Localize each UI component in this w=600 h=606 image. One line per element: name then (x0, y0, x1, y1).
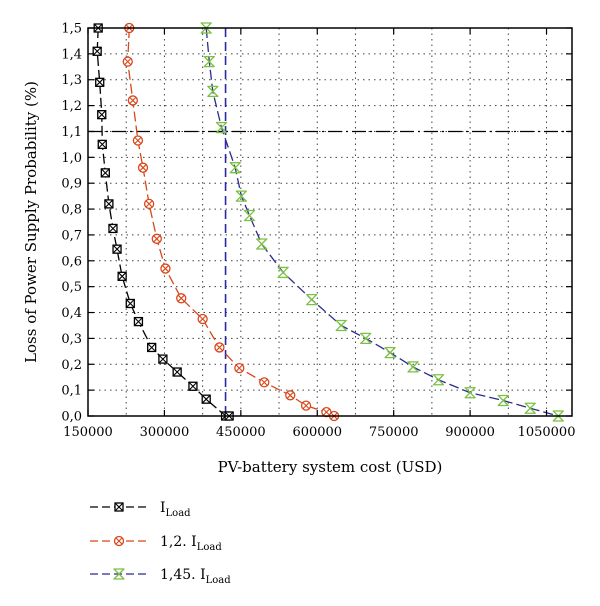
legend-marker (113, 568, 125, 580)
data-point (285, 390, 296, 401)
data-point (335, 319, 347, 332)
y-tick-label: 0,9 (61, 177, 82, 192)
y-tick-label: 0,4 (61, 306, 82, 321)
x-tick-label: 300000 (140, 425, 190, 440)
x-tick-label: 900000 (445, 425, 495, 440)
data-point (201, 394, 211, 404)
data-point (524, 402, 536, 414)
data-point (95, 77, 105, 87)
y-tick-label: 1,1 (61, 125, 82, 140)
data-point (306, 293, 318, 306)
data-point (151, 233, 162, 244)
series-1 (92, 23, 234, 421)
data-point (497, 394, 509, 407)
data-point (277, 266, 289, 279)
legend-marker (114, 502, 124, 512)
legend-label: ILoad (160, 500, 191, 519)
data-point (100, 168, 110, 178)
data-point (133, 316, 144, 327)
data-point (407, 361, 419, 373)
data-point (259, 377, 270, 388)
data-point (97, 110, 107, 120)
data-point (122, 56, 133, 67)
legend-item-2: 1,2. ILoad (90, 534, 222, 553)
data-point (125, 298, 135, 309)
y-axis-label: Loss of Power Supply Probability (%) (22, 81, 40, 363)
y-tick-label: 1,3 (61, 73, 82, 88)
data-point (104, 199, 114, 209)
legend-marker (113, 535, 125, 547)
data-point (552, 410, 564, 422)
series-2 (122, 22, 340, 422)
data-point (92, 46, 102, 56)
x-axis-label: PV-battery system cost (USD) (218, 458, 443, 476)
legend-label: 1,2. ILoad (160, 534, 222, 553)
data-point (172, 367, 182, 377)
data-point (200, 22, 212, 34)
data-point (243, 209, 256, 222)
data-point (207, 85, 219, 98)
data-point (117, 271, 127, 281)
series-2-line (127, 27, 335, 417)
data-point (203, 55, 215, 68)
legend: ILoad 1,2. ILoad 1,45. ILoad (90, 500, 231, 586)
data-point (384, 346, 396, 359)
data-point (215, 121, 228, 134)
data-point (160, 263, 171, 274)
data-point (127, 95, 138, 106)
data-point (147, 342, 157, 353)
data-point (214, 342, 225, 353)
data-point (464, 387, 476, 399)
y-tick-label: 0,2 (61, 358, 82, 373)
series-layer (92, 22, 564, 422)
grid (88, 28, 572, 416)
data-point (108, 223, 118, 234)
legend-item-1: ILoad (90, 500, 191, 519)
plot-frame (87, 27, 573, 417)
data-point (300, 400, 312, 411)
y-tick-label: 0,5 (61, 280, 82, 295)
x-tick-label: 150000 (63, 425, 113, 440)
y-tick-label: 0,6 (61, 254, 82, 269)
data-point (197, 313, 208, 325)
legend-item-3: 1,45. ILoad (90, 567, 231, 586)
data-point (360, 332, 372, 345)
data-point (235, 190, 248, 202)
data-point (112, 244, 122, 254)
data-point (132, 135, 144, 146)
data-point (158, 354, 168, 364)
reference-lines (88, 28, 572, 416)
y-tick-label: 1,2 (61, 99, 82, 114)
data-point (229, 162, 241, 174)
y-tick-label: 0,8 (61, 203, 82, 218)
y-tick-label: 0,1 (61, 384, 82, 399)
data-point (432, 374, 445, 386)
x-tick-label: 600000 (292, 425, 342, 440)
x-tick-label: 750000 (369, 425, 419, 440)
x-tick-label: 450000 (216, 425, 266, 440)
series-3-line (205, 27, 559, 417)
data-point (176, 293, 187, 304)
y-tick-label: 0,0 (61, 410, 82, 425)
legend-label: 1,45. ILoad (160, 567, 231, 586)
y-tick-label: 1,5 (61, 22, 82, 37)
data-point (256, 238, 268, 250)
y-tick-label: 1,0 (61, 151, 82, 166)
series-3 (200, 22, 564, 422)
y-tick-label: 0,3 (61, 332, 82, 347)
data-point (143, 198, 155, 210)
x-tick-label: 1050000 (518, 425, 576, 440)
y-tick-label: 0,7 (61, 228, 82, 243)
data-point (188, 381, 198, 391)
data-point (137, 162, 149, 173)
data-point (234, 362, 245, 374)
y-tick-label: 1,4 (61, 47, 82, 62)
axis-ticks: 150000 300000 450000 600000 750000 900000 1050… (61, 22, 575, 441)
data-point (97, 139, 107, 150)
